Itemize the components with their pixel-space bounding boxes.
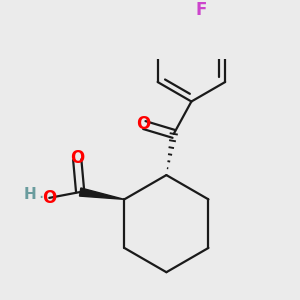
Text: ·: · — [38, 189, 43, 207]
Text: O: O — [42, 189, 56, 207]
Text: O: O — [136, 115, 150, 133]
Polygon shape — [80, 188, 124, 200]
Text: O: O — [70, 149, 84, 167]
Text: H: H — [24, 188, 37, 202]
Text: F: F — [196, 1, 207, 19]
